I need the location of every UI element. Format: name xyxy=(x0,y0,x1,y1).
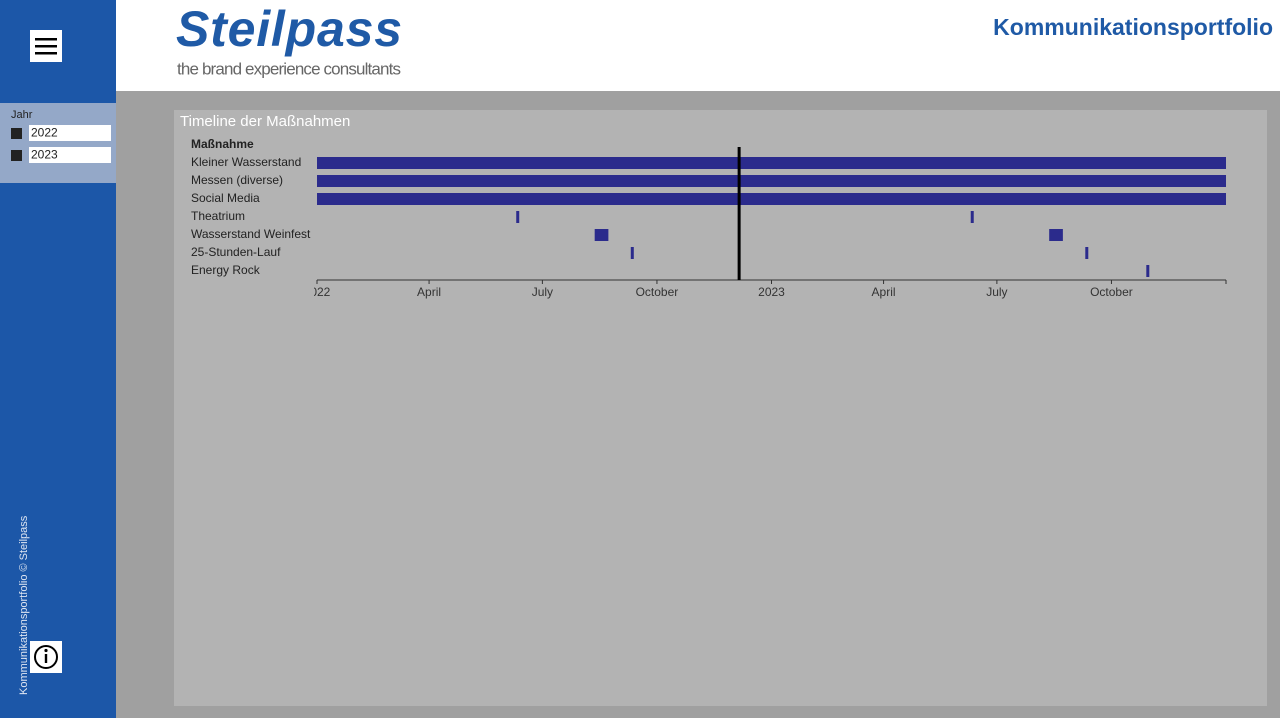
column-header: Maßnahme xyxy=(191,137,254,151)
x-tick-label: 2022 xyxy=(304,285,331,299)
timeline-bar xyxy=(317,157,772,169)
logo-tagline: the brand experience consultants xyxy=(177,59,401,78)
x-tick-label: October xyxy=(636,285,679,299)
timeline-bar xyxy=(516,211,520,223)
menu-button[interactable] xyxy=(30,30,62,62)
filter-option-label[interactable]: 2023 xyxy=(31,148,58,162)
category-label: 25-Stunden-Lauf xyxy=(191,245,281,259)
timeline-bar xyxy=(1049,229,1063,241)
timeline-bar xyxy=(1146,265,1150,277)
sidebar-footer: Kommunikationsportfolio © Steilpass xyxy=(18,515,30,695)
x-ticks: 2022 April July October 2023 April July October xyxy=(304,280,1133,299)
x-tick-label: April xyxy=(417,285,441,299)
filter-option-label[interactable]: 2022 xyxy=(31,126,58,140)
chart-title: Timeline der Maßnahmen xyxy=(180,113,350,130)
x-tick-label: April xyxy=(872,285,896,299)
x-tick-label: July xyxy=(986,285,1007,299)
timeline-bar xyxy=(771,157,1226,169)
info-button[interactable] xyxy=(30,641,62,673)
logo: Steilpass xyxy=(176,1,402,57)
category-label: Messen (diverse) xyxy=(191,173,283,187)
timeline-bar xyxy=(1085,247,1089,259)
x-tick-label: 2023 xyxy=(758,285,785,299)
filter-option[interactable]: 2022 xyxy=(11,125,111,141)
timeline-bar xyxy=(970,211,974,223)
timeline-bar xyxy=(317,193,772,205)
chart-panel xyxy=(174,110,1267,706)
timeline-bar xyxy=(771,175,1226,187)
timeline-bar xyxy=(317,175,772,187)
plot: Kleiner Wasserstand Messen (diverse) Socia… xyxy=(191,147,1227,299)
x-tick-label: October xyxy=(1090,285,1133,299)
x-tick-label: July xyxy=(532,285,553,299)
category-label: Social Media xyxy=(191,191,260,205)
filter-label: Jahr xyxy=(11,109,33,121)
category-label: Wasserstand Weinfest xyxy=(191,227,311,241)
timeline-bar xyxy=(771,193,1226,205)
header xyxy=(116,0,1280,91)
category-label: Theatrium xyxy=(191,209,245,223)
filter-option[interactable]: 2023 xyxy=(11,147,111,163)
category-label: Kleiner Wasserstand xyxy=(191,155,301,169)
timeline-bar xyxy=(630,247,634,259)
page-title: Kommunikationsportfolio xyxy=(993,14,1273,40)
filter-panel xyxy=(0,103,116,183)
timeline-bar xyxy=(594,229,609,241)
category-label: Energy Rock xyxy=(191,263,261,277)
